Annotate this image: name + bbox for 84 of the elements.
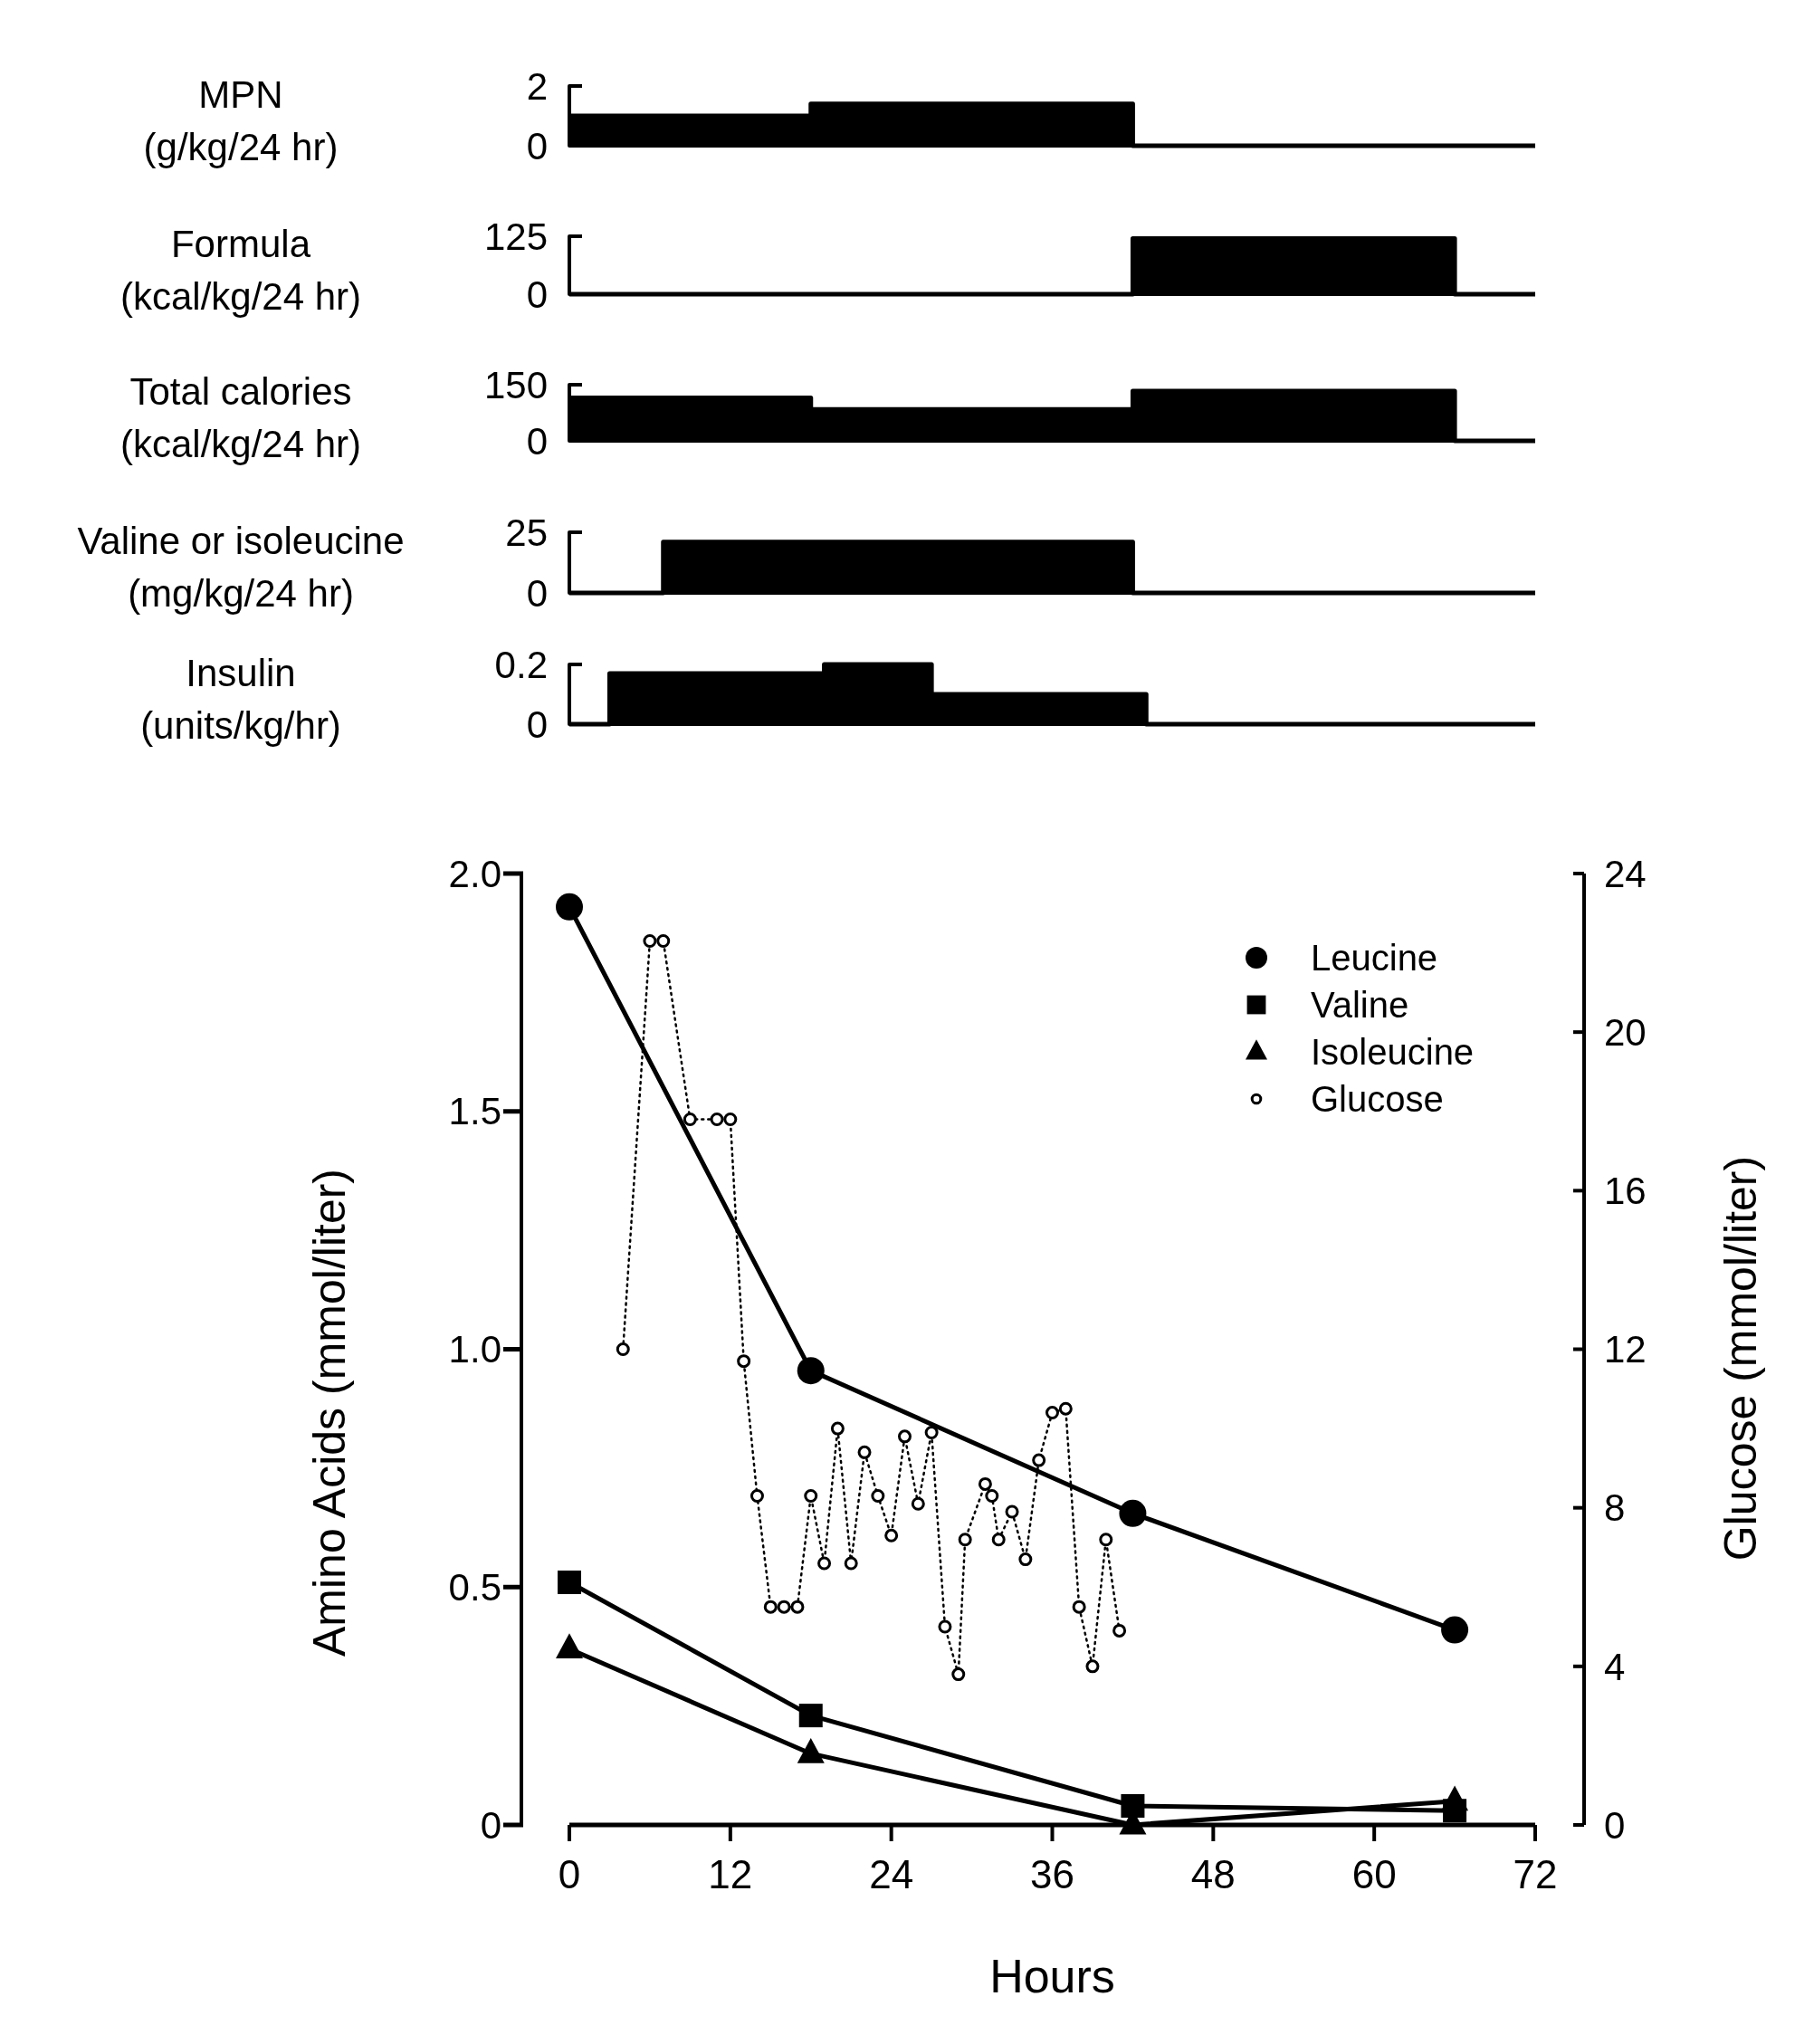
point [710, 1113, 724, 1127]
point [798, 1704, 823, 1728]
y2-tick-label: 4 [1604, 1645, 1626, 1688]
point [777, 1600, 791, 1614]
point [817, 1556, 832, 1571]
point [991, 1533, 1006, 1547]
y-tick-label: 0 [526, 702, 548, 746]
y-tick-label: 1.5 [448, 1090, 501, 1133]
point [1441, 1616, 1469, 1644]
point [797, 1357, 825, 1385]
x-tick-label: 60 [1351, 1852, 1397, 1896]
x-axis-title: Hours [989, 1950, 1115, 2002]
point [1045, 1406, 1059, 1420]
point [1032, 1453, 1046, 1467]
y-tick-label: 0 [526, 571, 548, 615]
point [911, 1496, 925, 1511]
legend-label: Isoleucine [1311, 1032, 1475, 1072]
y2-tick-label: 8 [1604, 1486, 1626, 1530]
y-axis-title: Total calories (kcal/kg/24 hr) [119, 369, 362, 465]
point [1018, 1552, 1033, 1567]
legend-label: Leucine [1311, 938, 1438, 978]
y-tick-label: 0 [526, 272, 548, 316]
x-tick-label: 12 [708, 1852, 753, 1896]
point [556, 893, 583, 921]
y2-tick-label: 12 [1604, 1328, 1647, 1371]
y-axis-title: Formula (kcal/kg/24 hr) [119, 222, 362, 318]
y-axis-title: Valine or isoleucine (mg/kg/24 hr) [77, 520, 405, 616]
x-tick-label: 48 [1190, 1852, 1236, 1896]
point [1112, 1623, 1127, 1638]
point [1099, 1533, 1113, 1547]
point [978, 1476, 992, 1491]
point [951, 1667, 966, 1682]
y-tick-label: 125 [483, 215, 548, 258]
point [656, 933, 671, 948]
y2-tick-label: 16 [1604, 1170, 1647, 1213]
point [1121, 1793, 1145, 1818]
x-tick-label: 0 [558, 1852, 581, 1896]
legend-label: Valine [1311, 985, 1409, 1025]
point [857, 1445, 872, 1459]
y-tick-label: 25 [505, 511, 548, 554]
y-tick-label: 0 [526, 124, 548, 167]
x-tick-label: 24 [869, 1852, 914, 1896]
y2-axis-title: Glucose (mmol/liter) [1715, 1155, 1766, 1562]
y-tick-label: 0.2 [494, 643, 548, 686]
point [871, 1489, 885, 1504]
point [804, 1489, 818, 1504]
point [844, 1556, 858, 1571]
point [1085, 1659, 1100, 1674]
point [985, 1489, 999, 1504]
point [558, 1570, 581, 1594]
y-tick-label: 0.5 [448, 1565, 501, 1609]
y-tick-label: 150 [483, 363, 548, 406]
y-tick-label: 0 [526, 419, 548, 463]
y2-tick-label: 20 [1604, 1010, 1647, 1054]
point [924, 1425, 939, 1439]
y2-tick-label: 24 [1604, 852, 1647, 895]
point [938, 1619, 952, 1634]
point [616, 1342, 630, 1356]
point [683, 1113, 697, 1127]
point [958, 1533, 972, 1547]
y-tick-label: 2 [526, 64, 548, 108]
y-tick-label: 2.0 [448, 852, 501, 895]
point [830, 1421, 845, 1436]
point [1072, 1600, 1086, 1614]
point [737, 1354, 751, 1369]
point [897, 1429, 912, 1444]
point [790, 1600, 805, 1614]
point [1058, 1401, 1073, 1416]
y-axis-title: Insulin (units/kg/hr) [140, 651, 341, 747]
y-axis-title: MPN (g/kg/24 hr) [143, 72, 339, 168]
point [884, 1528, 899, 1543]
x-tick-label: 36 [1030, 1852, 1074, 1896]
legend-label: Glucose [1311, 1079, 1444, 1119]
point [763, 1600, 778, 1614]
point [643, 933, 657, 948]
point [1119, 1499, 1147, 1527]
y2-tick-label: 0 [1604, 1803, 1626, 1847]
y-tick-label: 0 [480, 1803, 501, 1847]
y-axis-title: Amino Acids (mmol/liter) [304, 1169, 355, 1657]
point [749, 1489, 764, 1504]
point [723, 1113, 738, 1127]
point [1005, 1504, 1019, 1519]
y-tick-label: 1.0 [448, 1328, 501, 1371]
x-tick-label: 72 [1513, 1852, 1558, 1896]
